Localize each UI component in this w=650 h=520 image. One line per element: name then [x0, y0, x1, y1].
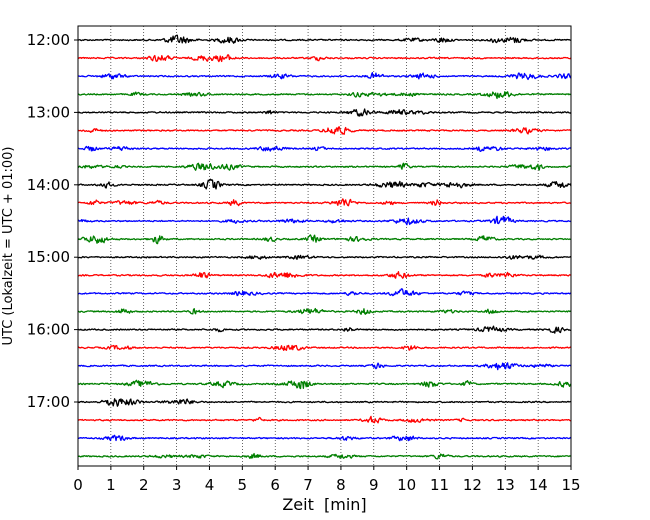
- trace-1330: [77, 145, 572, 152]
- trace-1300: [77, 108, 572, 117]
- trace-1715: [77, 415, 572, 424]
- trace-1645: [77, 379, 572, 390]
- x-tick-label: 5: [238, 476, 248, 494]
- y-tick-label: 14:00: [27, 176, 70, 194]
- x-tick-label: 4: [205, 476, 215, 494]
- x-tick-label: 8: [336, 476, 346, 494]
- trace-1215: [77, 54, 572, 63]
- trace-1230: [77, 72, 572, 81]
- x-axis-label: Zeit [min]: [282, 495, 366, 514]
- y-tick-label: 17:00: [27, 393, 70, 411]
- y-tick-label: 15:00: [27, 248, 70, 266]
- trace-1700: [77, 398, 572, 407]
- y-tick-label: 13:00: [27, 103, 70, 121]
- x-tick-label: 10: [397, 476, 416, 494]
- y-tick-label: 12:00: [27, 31, 70, 49]
- trace-1530: [77, 288, 572, 297]
- x-tick-label: 12: [463, 476, 482, 494]
- plot-frame: [77, 25, 572, 467]
- x-tick-label: 11: [430, 476, 449, 494]
- x-axis: 0 1 2 3 4 5 6 7 8 9 10 11 12 13 14 15: [73, 466, 581, 494]
- x-tick-label: 0: [73, 476, 83, 494]
- trace-1745: [77, 452, 572, 460]
- x-tick-label: 14: [529, 476, 548, 494]
- trace-1500: [77, 254, 572, 260]
- trace-1430: [77, 215, 572, 226]
- trace-1400: [77, 178, 572, 190]
- trace-1245: [77, 91, 572, 100]
- trace-1415: [77, 198, 572, 207]
- x-tick-label: 2: [139, 476, 149, 494]
- traces-layer: [77, 34, 572, 460]
- y-tick-label: 16:00: [27, 321, 70, 339]
- trace-1515: [77, 271, 572, 279]
- trace-1615: [77, 344, 572, 351]
- trace-1200: [77, 34, 572, 44]
- x-tick-label: 1: [106, 476, 116, 494]
- trace-1600: [77, 325, 572, 334]
- trace-1630: [77, 362, 572, 371]
- x-tick-label: 13: [496, 476, 515, 494]
- trace-1345: [77, 162, 572, 171]
- trace-1445: [77, 234, 572, 245]
- trace-1730: [77, 434, 572, 442]
- y-axis: 12:00 13:00 14:00 15:00 16:00 17:00: [27, 31, 78, 411]
- grid-layer: [110, 26, 539, 466]
- trace-1315: [77, 126, 572, 135]
- x-tick-label: 9: [369, 476, 379, 494]
- trace-1545: [77, 307, 572, 315]
- y-axis-label: UTC (Lokalzeit = UTC + 01:00): [1, 147, 16, 346]
- x-tick-label: 3: [172, 476, 182, 494]
- x-tick-label: 7: [303, 476, 313, 494]
- x-tick-label: 15: [561, 476, 580, 494]
- x-tick-label: 6: [270, 476, 280, 494]
